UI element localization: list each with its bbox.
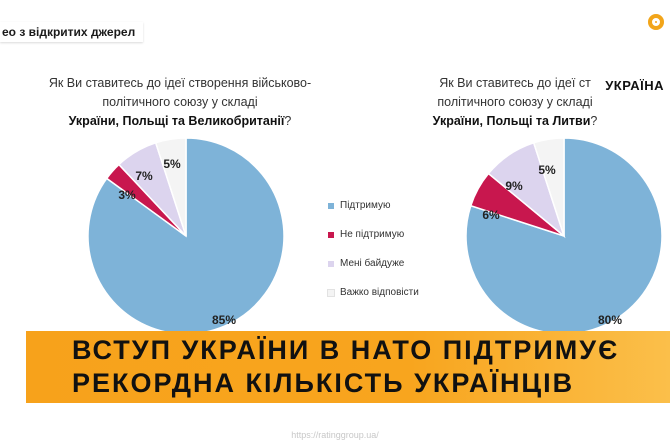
pie-left-label-not-support: 3% [118, 188, 136, 202]
legend-label: Важко відповісти [340, 287, 419, 298]
legend-swatch [327, 289, 335, 297]
legend-label: Мені байдуже [340, 258, 405, 269]
headline-banner: ВСТУП УКРАЇНИ В НАТО ПІДТРИМУЄ РЕКОРДНА … [20, 331, 670, 403]
chart-title-left-suffix: ? [284, 114, 292, 128]
chart-title-left: Як Ви ставитесь до ідеї створення військ… [30, 74, 330, 131]
chart-title-left-line-1: Як Ви ставитесь до ідеї створення військ… [48, 76, 312, 90]
legend-label: Не підтримую [340, 229, 405, 240]
pie-left-label-hard-to-say: 5% [163, 157, 181, 171]
pie-right-label-indifferent: 9% [505, 179, 523, 193]
legend-swatch [328, 203, 334, 209]
chart-title-right: Як Ви ставитесь до ідеї ст політичного с… [400, 74, 630, 131]
chart-title-right-bold: України, Польщі та Литви [432, 114, 591, 128]
headline-line-1: ВСТУП УКРАЇНИ В НАТО ПІДТРИМУЄ [72, 335, 620, 365]
country-tag: УКРАЇНА [597, 74, 670, 95]
pie-left-label-support: 85% [212, 313, 236, 327]
chart-title-right-line-1: Як Ви ставитесь до ідеї ст [439, 76, 591, 90]
chart-title-left-line-2: політичного союзу у складі [102, 95, 258, 109]
legend-swatch [328, 261, 334, 267]
source-website: https://ratinggroup.ua/ [291, 430, 379, 440]
chart-title-right-line-2: політичного союзу у складі [437, 95, 593, 109]
banner-edge [20, 331, 26, 403]
headline-line-2: РЕКОРДНА КІЛЬКІСТЬ УКРАЇНЦІВ [72, 368, 575, 398]
chart-title-left-bold: України, Польщі та Великобританії [68, 114, 285, 128]
pie-right-slice-hard-to-say [532, 137, 565, 237]
pie-left-label-indifferent: 7% [135, 169, 153, 183]
legend-swatch [328, 232, 334, 238]
pie-right-label-not-support: 6% [482, 208, 500, 222]
pie-right-label-hard-to-say: 5% [538, 163, 556, 177]
channel-logo-icon [648, 14, 664, 30]
pie-left-slice-hard-to-say [154, 137, 187, 237]
source-tag: ео з відкритих джерел [0, 22, 144, 42]
legend-label: Підтримую [340, 200, 391, 211]
pie-right-label-support: 80% [598, 313, 622, 327]
pie-right-slice-support [465, 137, 663, 335]
chart-title-right-suffix: ? [590, 114, 598, 128]
